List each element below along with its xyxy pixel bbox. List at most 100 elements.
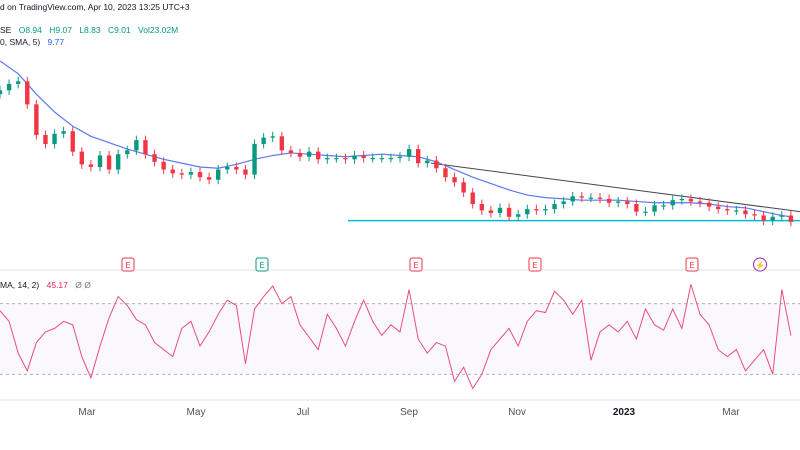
candle-body[interactable]	[634, 204, 639, 212]
candle-body[interactable]	[615, 201, 621, 203]
candle-body[interactable]	[234, 166, 239, 170]
candle-body[interactable]	[279, 136, 285, 151]
candle-body[interactable]	[79, 151, 85, 165]
candle-body[interactable]	[606, 198, 612, 203]
candle-body[interactable]	[215, 169, 221, 180]
candle-body[interactable]	[479, 204, 485, 211]
candle-body[interactable]	[661, 205, 666, 207]
earnings-marker[interactable]: ⚡	[753, 257, 767, 272]
candle-body[interactable]	[97, 155, 103, 167]
candle-body[interactable]	[15, 81, 21, 84]
candle-body[interactable]	[415, 149, 421, 164]
candle-body[interactable]	[52, 133, 57, 144]
candle-body[interactable]	[243, 169, 248, 175]
candle-body[interactable]	[361, 155, 366, 159]
candle-body[interactable]	[525, 209, 530, 215]
earnings-marker[interactable]: E	[409, 257, 423, 272]
candle-body[interactable]	[406, 149, 412, 157]
candle-body[interactable]	[534, 209, 539, 211]
candle-body[interactable]	[488, 210, 494, 213]
candle-body[interactable]	[497, 207, 503, 213]
candle-body[interactable]	[597, 197, 603, 199]
candle-body[interactable]	[261, 137, 266, 144]
candle-body[interactable]	[470, 192, 475, 205]
candle-body[interactable]	[725, 209, 730, 211]
candle-body[interactable]	[743, 210, 748, 215]
candle-body[interactable]	[652, 205, 657, 212]
candle-body[interactable]	[252, 143, 257, 175]
candle-body[interactable]	[688, 198, 694, 202]
candle-body[interactable]	[170, 169, 175, 174]
candle-body[interactable]	[752, 214, 757, 216]
candle-body[interactable]	[34, 104, 39, 136]
candle-body[interactable]	[325, 158, 330, 160]
candle-body[interactable]	[352, 155, 357, 160]
candle-body[interactable]	[579, 196, 585, 198]
candle-body[interactable]	[43, 135, 48, 144]
rsi-pane[interactable]	[0, 284, 800, 390]
candle-body[interactable]	[706, 202, 712, 207]
candle-body[interactable]	[506, 207, 512, 217]
sma-line[interactable]	[0, 60, 791, 218]
candle-body[interactable]	[70, 131, 75, 152]
candle-body[interactable]	[443, 168, 448, 178]
candle-body[interactable]	[643, 211, 648, 213]
candle-body[interactable]	[697, 201, 703, 203]
candle-body[interactable]	[152, 154, 157, 162]
candle-body[interactable]	[88, 164, 94, 167]
candle-body[interactable]	[770, 216, 775, 221]
candle-body[interactable]	[515, 214, 521, 217]
earnings-marker[interactable]: E	[528, 257, 542, 272]
candle-body[interactable]	[588, 197, 594, 199]
candle-body[interactable]	[679, 198, 685, 201]
candle-body[interactable]	[670, 200, 675, 206]
candle-body[interactable]	[397, 156, 403, 159]
candle-body[interactable]	[125, 150, 130, 155]
candle-body[interactable]	[297, 152, 303, 157]
candle-body[interactable]	[225, 166, 230, 170]
candle-body[interactable]	[552, 204, 557, 210]
candle-body[interactable]	[570, 196, 575, 202]
candle-body[interactable]	[106, 155, 112, 170]
candle-body[interactable]	[625, 201, 630, 205]
candle-body[interactable]	[425, 160, 430, 164]
candle-body[interactable]	[61, 131, 66, 134]
candle-body[interactable]	[306, 151, 312, 157]
earnings-marker[interactable]: E	[255, 257, 269, 272]
candle-body[interactable]	[197, 172, 203, 178]
candle-body[interactable]	[388, 158, 394, 160]
candle-body[interactable]	[0, 90, 3, 95]
candle-body[interactable]	[434, 160, 439, 169]
candle-body[interactable]	[143, 140, 148, 155]
earnings-marker[interactable]: E	[121, 257, 135, 272]
candle-body[interactable]	[715, 206, 721, 210]
candle-body[interactable]	[543, 209, 548, 211]
candle-body[interactable]	[206, 177, 212, 180]
candle-body[interactable]	[315, 151, 321, 160]
candle-body[interactable]	[379, 158, 385, 160]
candle-body[interactable]	[452, 177, 457, 183]
candle-body[interactable]	[334, 158, 339, 160]
candle-body[interactable]	[115, 154, 121, 170]
candle-body[interactable]	[270, 136, 275, 138]
candle-body[interactable]	[788, 215, 794, 222]
candle-body[interactable]	[25, 81, 30, 105]
rsi-line[interactable]	[0, 284, 792, 390]
candle-body[interactable]	[134, 140, 139, 151]
earnings-marker[interactable]: E	[685, 257, 699, 272]
candle-body[interactable]	[761, 215, 766, 221]
candle-body[interactable]	[6, 83, 12, 91]
candle-body[interactable]	[188, 172, 194, 175]
candle-body[interactable]	[343, 158, 348, 160]
candle-body[interactable]	[370, 158, 375, 160]
candle-body[interactable]	[461, 182, 466, 193]
candle-body[interactable]	[179, 173, 185, 175]
candle-body[interactable]	[734, 210, 739, 212]
candle-body[interactable]	[561, 201, 566, 205]
candle-body[interactable]	[161, 161, 166, 170]
trendline[interactable]	[430, 162, 800, 213]
candle-body[interactable]	[288, 150, 294, 153]
candle-body[interactable]	[779, 215, 785, 217]
price-pane[interactable]	[0, 60, 800, 271]
